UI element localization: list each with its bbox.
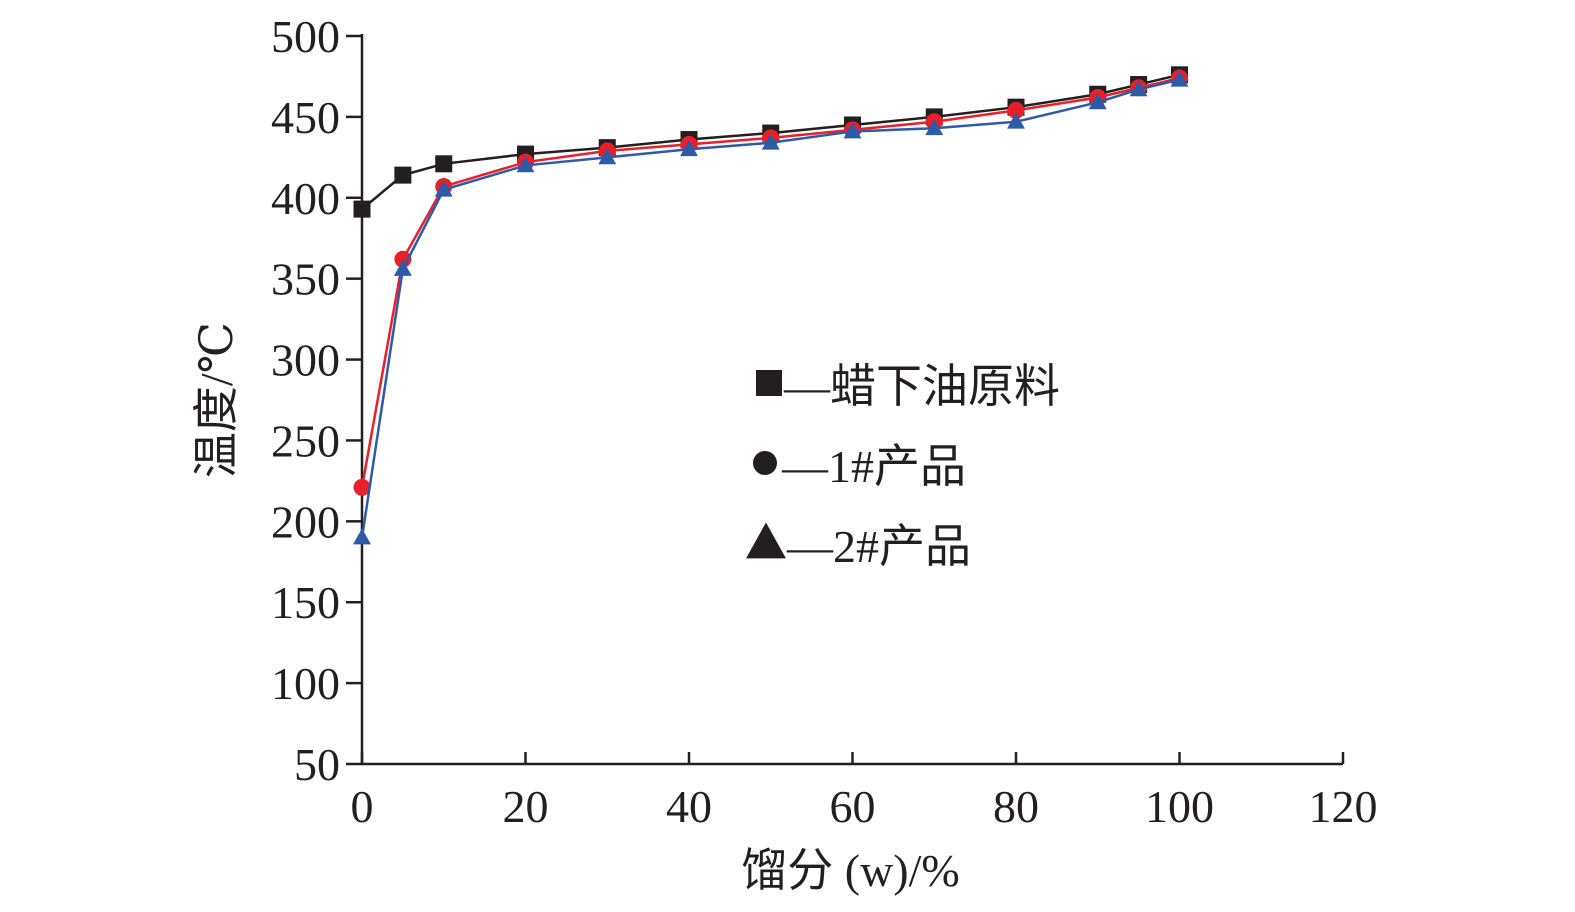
- y-tick-label: 100: [271, 658, 340, 709]
- data-point: [1170, 70, 1189, 87]
- legend-marker-square: [756, 370, 782, 396]
- x-tick-label: 100: [1145, 781, 1214, 832]
- data-point: [353, 528, 371, 545]
- legend-item: —1#产品: [753, 441, 966, 492]
- y-tick-label: 300: [271, 335, 340, 386]
- data-point: [680, 140, 698, 157]
- legend-label: —2#产品: [786, 521, 971, 572]
- data-point: [393, 259, 412, 276]
- data-point: [353, 478, 371, 496]
- legend-item: —2#产品: [746, 521, 971, 572]
- y-tick-label: 50: [294, 739, 340, 790]
- x-axis-title: 馏分 (w)/%: [741, 845, 959, 896]
- data-point: [598, 148, 617, 165]
- x-tick-label: 60: [830, 781, 876, 832]
- legend-label: —蜡下油原料: [783, 361, 1060, 412]
- legend-item: —蜡下油原料: [756, 361, 1060, 412]
- x-tick-label: 20: [503, 781, 549, 832]
- data-point: [434, 180, 453, 197]
- x-tick-label: 120: [1309, 781, 1378, 832]
- data-point: [1007, 112, 1025, 129]
- legend-marker-circle: [753, 451, 777, 475]
- data-point: [394, 166, 412, 184]
- data-point: [1088, 93, 1107, 110]
- legend-label: —1#产品: [781, 441, 966, 492]
- data-point: [925, 119, 944, 136]
- y-tick-label: 200: [271, 496, 340, 547]
- data-point: [761, 133, 780, 150]
- axes: 50 100 150 200 250 300 350 400 450 500 0 20 40 60 80 10…: [191, 11, 1378, 896]
- y-tick-label: 450: [271, 92, 340, 143]
- y-axis-title: 温度/℃: [191, 322, 242, 478]
- x-tick-label: 40: [666, 781, 712, 832]
- data-point: [843, 122, 862, 139]
- y-tick-label: 500: [271, 11, 340, 62]
- data-point: [353, 200, 371, 218]
- y-tick-label: 350: [271, 254, 340, 305]
- series-triangle: [353, 70, 1189, 545]
- data-point: [1129, 80, 1148, 97]
- legend-marker-triangle: [746, 522, 786, 559]
- legend: —蜡下油原料 —1#产品 —2#产品: [746, 361, 1060, 572]
- data-point: [394, 250, 412, 268]
- data-point: [435, 155, 453, 173]
- series-circle: [353, 69, 1188, 496]
- data-point: [516, 156, 535, 173]
- series-layer: [353, 66, 1189, 545]
- y-tick-label: 400: [271, 173, 340, 224]
- y-tick-label: 250: [271, 415, 340, 466]
- data-point: [1007, 101, 1025, 119]
- y-tick-label: 150: [271, 577, 340, 628]
- x-tick-label: 0: [351, 781, 374, 832]
- x-tick-label: 80: [993, 781, 1039, 832]
